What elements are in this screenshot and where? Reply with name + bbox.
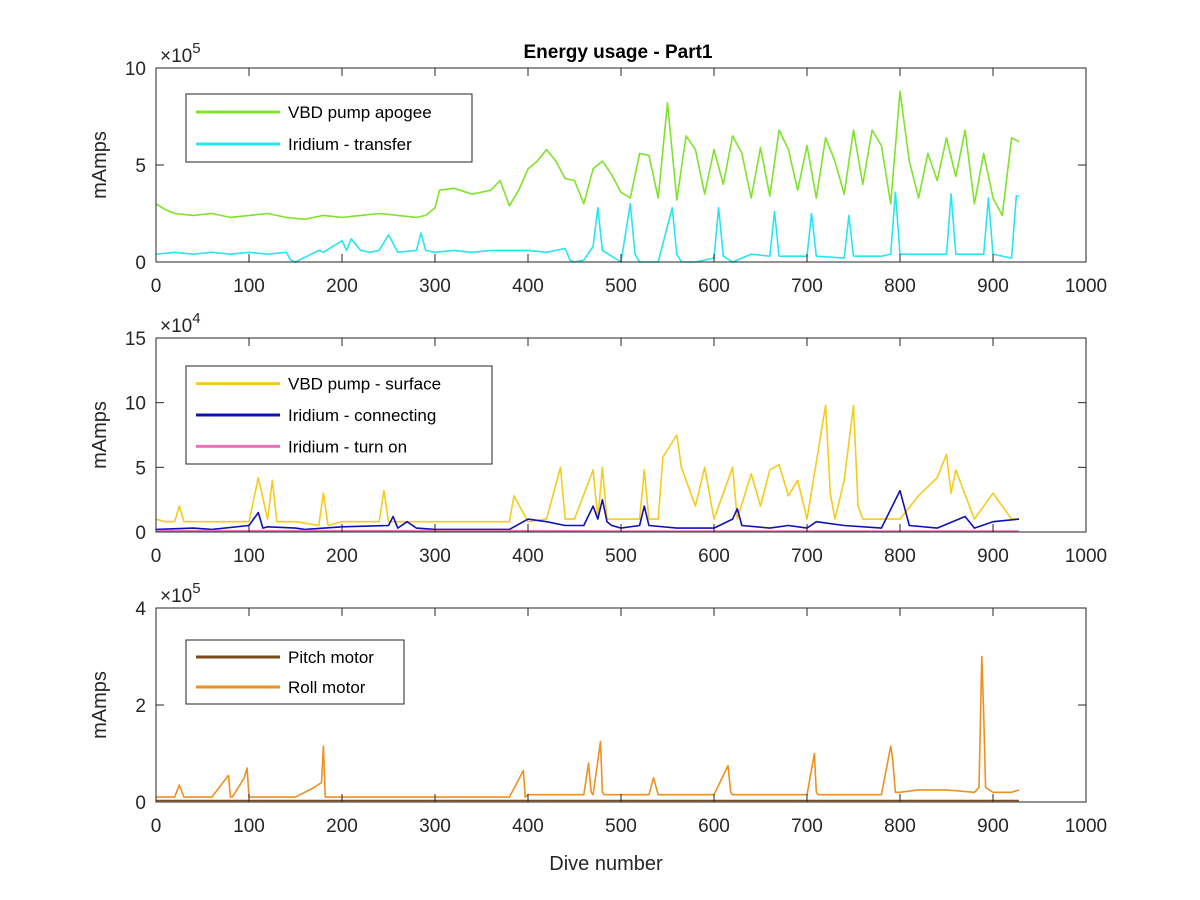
x-tick-label: 300 [419,546,451,567]
x-tick-label: 700 [791,546,823,567]
series-line-2 [155,489,1020,531]
y-tick-label: 2 [135,696,146,717]
x-tick-label: 100 [233,816,265,837]
x-tick-label: 500 [605,816,637,837]
y-tick-label: 0 [135,253,146,274]
y-exponent-label: ×105 [160,40,201,67]
x-tick-label: 400 [512,276,544,297]
y-tick-label: 0 [135,523,146,544]
legend: VBD pump - surface Iridium - connecting Ir… [185,365,493,465]
subplot-1: 0 100 200 300 400 500 600 700 800 900 1000 0 5 10 ×105… [89,40,1107,297]
subplot-2: 0 100 200 300 400 500 600 700 800 900 1000 0 5 10 15 ×1… [89,310,1107,567]
x-tick-label: 1000 [1065,546,1107,567]
legend-entry-1: Pitch motor [288,648,374,667]
legend-entry-2: Roll motor [288,678,366,697]
x-tick-label: 300 [419,816,451,837]
subplots: 0 100 200 300 400 500 600 700 800 900 10000510×105… [89,40,1107,875]
x-tick-label: 800 [884,546,916,567]
legend-entry-3: Iridium - turn on [288,437,407,456]
legend-entry-1: VBD pump - surface [288,375,441,394]
x-tick-label: 500 [605,276,637,297]
x-tick-label: 0 [151,816,162,837]
x-tick-label: 400 [512,816,544,837]
legend-entry-1: VBD pump apogee [288,103,432,122]
x-tick-label: 200 [326,276,358,297]
x-tick-label: 200 [326,816,358,837]
x-tick-label: 800 [884,816,916,837]
legend-entry-2: Iridium - connecting [288,406,436,425]
y-axis-label: mAmps [89,671,111,739]
legend: VBD pump apogee Iridium - transfer [185,93,473,163]
x-tick-label: 100 [233,546,265,567]
legend-box [185,639,405,705]
y-tick-label: 15 [125,329,146,350]
y-tick-label: 10 [125,59,146,80]
series-line-1 [155,404,1019,527]
legend: Pitch motor Roll motor [185,639,405,705]
x-tick-label: 600 [698,816,730,837]
x-axis-label: Dive number [549,853,663,875]
x-tick-label: 200 [326,546,358,567]
x-tick-label: 900 [977,546,1009,567]
figure-title: Energy usage - Part1 [523,42,712,63]
x-tick-label: 700 [791,276,823,297]
x-tick-label: 700 [791,816,823,837]
x-tick-label: 600 [698,546,730,567]
legend-entry-2: Iridium - transfer [288,135,412,154]
y-exponent-label: ×105 [160,580,201,607]
subplot-3: 0 100 200 300 400 500 600 700 800 900 1000 0 2 4 ×105 m… [89,580,1107,875]
x-tick-label: 0 [151,546,162,567]
y-tick-label: 4 [135,599,146,620]
plot-area [156,608,1086,802]
y-axis-label: mAmps [89,131,111,199]
legend-box [185,93,473,163]
x-tick-label: 500 [605,546,637,567]
y-axis-label: mAmps [89,401,111,469]
y-tick-label: 10 [125,394,146,415]
y-exponent-label: ×104 [160,310,201,337]
x-tick-label: 900 [977,816,1009,837]
series-line-1 [155,90,1020,221]
x-tick-label: 100 [233,276,265,297]
x-tick-label: 600 [698,276,730,297]
x-tick-label: 400 [512,546,544,567]
x-tick-label: 0 [151,276,162,297]
x-tick-label: 300 [419,276,451,297]
x-tick-label: 1000 [1065,276,1107,297]
y-tick-label: 0 [135,793,146,814]
x-tick-label: 800 [884,276,916,297]
y-tick-label: 5 [135,156,146,177]
y-tick-label: 5 [135,458,146,479]
x-tick-label: 900 [977,276,1009,297]
x-tick-label: 1000 [1065,816,1107,837]
